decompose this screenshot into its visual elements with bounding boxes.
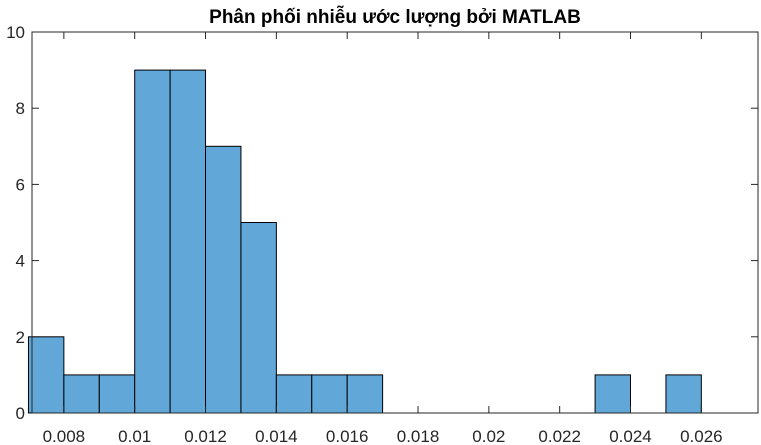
y-tick-label: 2 [16,328,25,347]
histogram-bar [169,69,207,414]
y-tick-label: 0 [16,404,25,423]
axes-group [31,31,759,414]
histogram-bar [275,374,313,414]
histogram-bar [240,222,277,414]
histogram-bar [63,374,100,414]
x-tick-label: 0.024 [609,427,652,445]
x-tick-label: 0.026 [680,427,723,445]
histogram-bar [311,374,348,414]
bars-group [27,69,702,414]
y-tick-label: 10 [6,23,25,42]
y-tick-label: 4 [16,252,25,271]
x-tick-label: 0.01 [118,427,151,445]
histogram-bar [665,374,702,414]
x-tick-label: 0.008 [43,427,86,445]
x-tick-label: 0.02 [472,427,505,445]
x-tick-label: 0.014 [255,427,298,445]
x-axis-ticks: 0.008 0.01 0.012 0.014 0.016 0.018 0.02 0.022 0.… [43,32,723,445]
plot-area-border [31,31,759,414]
chart-title: Phân phối nhiễu ước lượng bởi MATLAB [209,6,581,28]
histogram-bar [134,69,171,414]
x-tick-label: 0.012 [184,427,227,445]
histogram-bar [594,374,632,414]
x-tick-label: 0.022 [538,427,581,445]
x-tick-label: 0.018 [397,427,440,445]
histogram-bar [346,374,384,414]
histogram-bar [205,145,242,414]
y-tick-label: 8 [16,99,25,118]
histogram-bar [98,374,136,414]
y-tick-label: 6 [16,175,25,194]
x-tick-label: 0.016 [326,427,369,445]
histogram-bar [27,336,65,414]
y-axis-ticks: 0 2 4 6 8 10 [6,23,758,423]
